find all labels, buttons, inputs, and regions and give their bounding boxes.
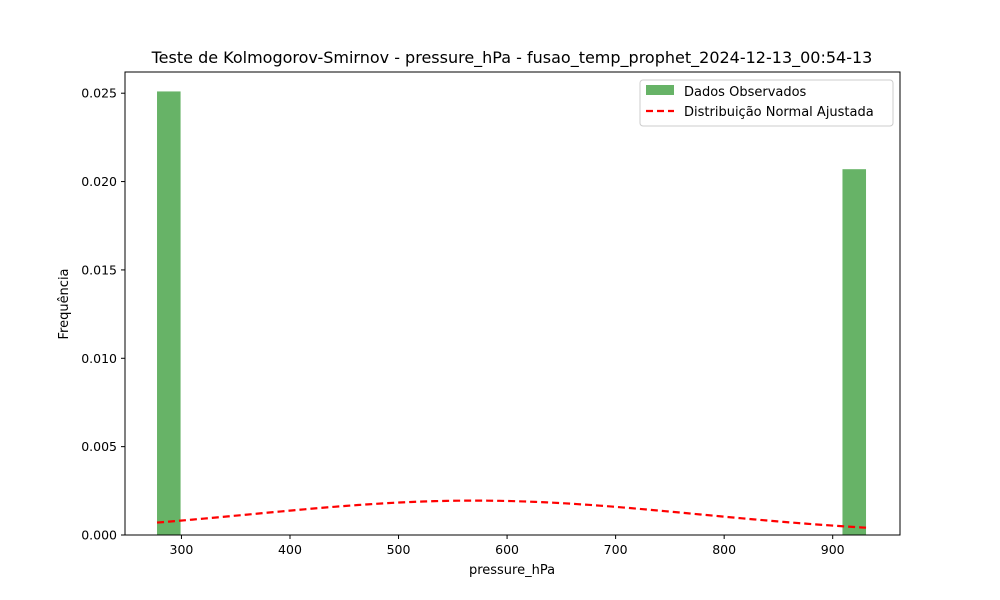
y-tick-label: 0.005 xyxy=(81,439,117,454)
bars-layer xyxy=(157,91,867,536)
y-axis-label: Frequência xyxy=(57,268,72,339)
chart-title: Teste de Kolmogorov-Smirnov - pressure_h… xyxy=(151,48,873,68)
x-tick-label: 500 xyxy=(387,542,411,557)
y-axis-ticks: 0.000 0.005 0.010 0.015 0.020 0.025 xyxy=(81,86,125,543)
normal-fit-line xyxy=(156,499,867,529)
x-tick-label: 700 xyxy=(604,542,628,557)
x-tick-label: 600 xyxy=(495,542,519,557)
x-tick-label: 900 xyxy=(821,542,845,557)
y-tick-label: 0.025 xyxy=(81,86,117,101)
legend-label-observed: Dados Observados xyxy=(684,85,807,100)
legend-swatch-observed xyxy=(646,85,674,95)
y-tick-label: 0.015 xyxy=(81,262,117,277)
y-tick-label: 0.000 xyxy=(81,528,117,543)
x-tick-label: 800 xyxy=(712,542,736,557)
legend-label-fit: Distribuição Normal Ajustada xyxy=(684,105,874,120)
y-tick-label: 0.020 xyxy=(81,174,117,189)
x-axis-label: pressure_hPa xyxy=(469,563,555,578)
x-axis-ticks: 300 400 500 600 700 800 900 xyxy=(170,535,845,557)
legend-box xyxy=(639,79,894,127)
histogram-bar xyxy=(842,169,867,536)
y-tick-label: 0.010 xyxy=(81,351,117,366)
x-tick-label: 400 xyxy=(278,542,302,557)
plot-frame xyxy=(124,71,901,536)
plot-area xyxy=(124,71,901,536)
x-tick-label: 300 xyxy=(170,542,194,557)
legend: Dados Observados Distribuição Normal Aju… xyxy=(639,79,894,127)
histogram-bar xyxy=(157,91,181,535)
